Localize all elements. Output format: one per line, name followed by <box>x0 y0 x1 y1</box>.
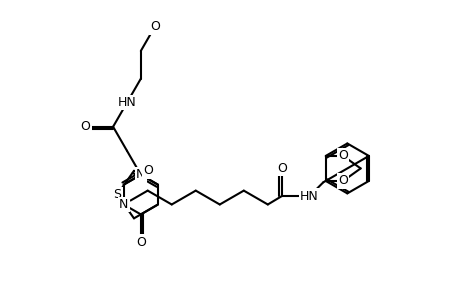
Text: O: O <box>337 149 347 162</box>
Text: N: N <box>119 198 128 211</box>
Text: O: O <box>142 164 152 177</box>
Text: N: N <box>136 168 145 181</box>
Text: O: O <box>276 162 286 175</box>
Text: O: O <box>80 120 90 133</box>
Text: HN: HN <box>299 190 318 203</box>
Text: S: S <box>113 188 121 201</box>
Text: O: O <box>150 20 159 33</box>
Text: HN: HN <box>118 96 136 109</box>
Text: O: O <box>337 174 347 188</box>
Text: O: O <box>135 236 146 249</box>
